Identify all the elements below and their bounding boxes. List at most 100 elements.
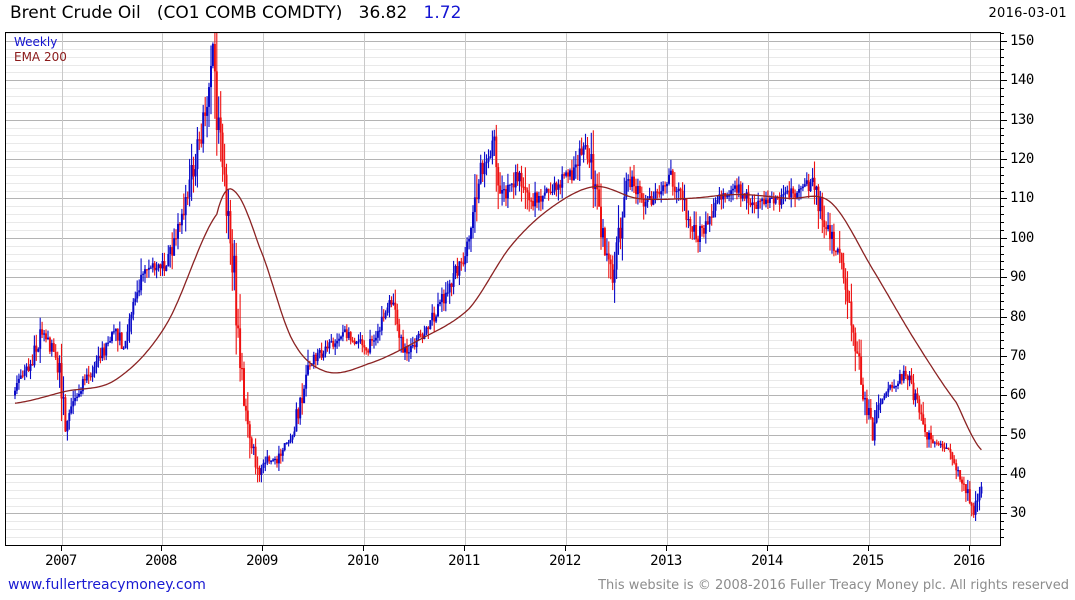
y-axis-tick — [1001, 222, 1004, 223]
y-axis-tick — [1001, 41, 1007, 42]
y-axis-tick — [1001, 443, 1004, 444]
y-axis-tick — [1001, 411, 1004, 412]
y-axis-tick — [1001, 332, 1004, 333]
x-axis-tick — [868, 546, 869, 551]
grid-line-minor — [6, 403, 1000, 404]
grid-line-minor — [6, 206, 1000, 207]
x-axis-tick — [262, 546, 263, 551]
y-axis-label: 80 — [1010, 309, 1026, 325]
y-axis-label: 100 — [1010, 230, 1034, 246]
grid-line-minor — [6, 427, 1000, 428]
x-axis-tick — [565, 546, 566, 551]
y-axis-tick — [1001, 112, 1004, 113]
y-axis-tick — [1001, 293, 1004, 294]
grid-line-minor — [6, 143, 1000, 144]
x-axis-label: 2013 — [650, 553, 682, 569]
last-price: 36.82 — [358, 3, 408, 23]
grid-line-minor — [6, 65, 1000, 66]
y-axis-label: 30 — [1010, 505, 1026, 521]
y-axis-tick — [1001, 450, 1004, 451]
y-axis-tick — [1001, 427, 1004, 428]
y-axis-tick — [1001, 364, 1004, 365]
grid-line-year — [263, 33, 264, 545]
chart-date: 2016-03-01 — [988, 6, 1067, 21]
y-axis-tick — [1001, 521, 1004, 522]
y-axis-tick — [1001, 57, 1004, 58]
chart-header: Brent Crude Oil (CO1 COMB COMDTY) 36.82 … — [0, 0, 1075, 28]
grid-line-major — [6, 41, 1000, 42]
y-axis-tick — [1001, 498, 1004, 499]
y-axis-tick — [1001, 167, 1004, 168]
y-axis-tick — [1001, 88, 1004, 89]
y-axis-label: 130 — [1010, 112, 1034, 128]
y-axis-label: 140 — [1010, 72, 1034, 88]
grid-line-minor — [6, 482, 1000, 483]
ema-200-line — [14, 185, 982, 451]
grid-line-minor — [6, 411, 1000, 412]
x-axis-label: 2009 — [246, 553, 278, 569]
x-axis-tick — [61, 546, 62, 551]
grid-line-minor — [6, 443, 1000, 444]
chart-plot-area: Weekly EMA 200 — [5, 32, 1001, 546]
site-url-link[interactable]: www.fullertreacymoney.com — [8, 577, 206, 593]
grid-line-year — [869, 33, 870, 545]
y-axis-tick — [1001, 387, 1004, 388]
y-axis-label: 110 — [1010, 190, 1034, 206]
grid-line-minor — [6, 33, 1000, 34]
grid-line-major — [6, 277, 1000, 278]
y-axis-label: 90 — [1010, 269, 1026, 285]
price-change: 1.72 — [423, 3, 462, 23]
grid-line-minor — [6, 458, 1000, 459]
grid-line-major — [6, 356, 1000, 357]
y-axis-tick — [1001, 206, 1004, 207]
y-axis-tick — [1001, 380, 1004, 381]
grid-line-major — [6, 159, 1000, 160]
y-axis-tick — [1001, 324, 1004, 325]
y-axis-tick — [1001, 238, 1007, 239]
grid-line-minor — [6, 88, 1000, 89]
x-axis-label: 2010 — [347, 553, 379, 569]
y-axis-tick — [1001, 340, 1004, 341]
grid-line-major — [6, 80, 1000, 81]
copyright-notice: This website is © 2008-2016 Fuller Treac… — [598, 578, 1069, 593]
grid-line-major — [6, 120, 1000, 121]
y-axis-tick — [1001, 183, 1004, 184]
y-axis-tick — [1001, 72, 1004, 73]
x-axis-label: 2014 — [751, 553, 783, 569]
instrument-name: Brent Crude Oil — [10, 3, 141, 23]
grid-line-major — [6, 198, 1000, 199]
y-axis-tick — [1001, 128, 1004, 129]
grid-line-minor — [6, 151, 1000, 152]
grid-line-minor — [6, 214, 1000, 215]
grid-line-minor — [6, 324, 1000, 325]
y-axis-label: 40 — [1010, 466, 1026, 482]
series-layer — [6, 33, 1000, 545]
price-series-svg — [14, 33, 983, 521]
grid-line-minor — [6, 419, 1000, 420]
y-axis-tick — [1001, 513, 1007, 514]
y-axis-tick — [1001, 466, 1004, 467]
grid-line-year — [364, 33, 365, 545]
y-axis-tick — [1001, 65, 1004, 66]
grid-line-year — [162, 33, 163, 545]
y-axis-tick — [1001, 33, 1004, 34]
y-axis-tick — [1001, 285, 1004, 286]
x-axis: 2007 2008 2009 2010 2011 2012 2013 2014 2015 2016 — [5, 546, 1001, 574]
y-axis: 150 140 130 120 110 100 90 80 70 60 50 40 30 — [1001, 32, 1075, 546]
y-axis-tick — [1001, 214, 1004, 215]
y-axis-tick — [1001, 490, 1004, 491]
x-axis-tick — [969, 546, 970, 551]
legend-item-weekly: Weekly — [14, 35, 58, 49]
y-axis-tick — [1001, 159, 1007, 160]
y-axis-tick — [1001, 277, 1007, 278]
y-axis-tick — [1001, 301, 1004, 302]
y-axis-tick — [1001, 230, 1004, 231]
grid-line-minor — [6, 490, 1000, 491]
y-axis-tick — [1001, 356, 1007, 357]
y-axis-tick — [1001, 372, 1004, 373]
grid-line-year — [62, 33, 63, 545]
grid-line-year — [768, 33, 769, 545]
grid-line-minor — [6, 537, 1000, 538]
y-axis-tick — [1001, 254, 1004, 255]
grid-line-minor — [6, 49, 1000, 50]
